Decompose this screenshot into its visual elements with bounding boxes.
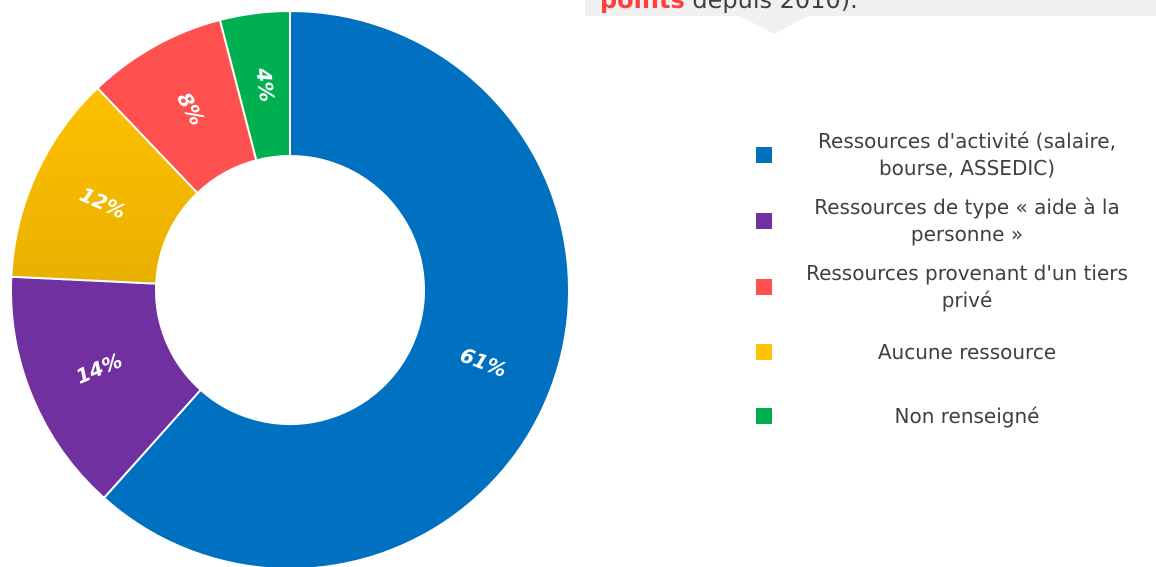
legend-swatch: [756, 147, 772, 163]
legend-item: Ressources d'activité (salaire, bourse, …: [756, 128, 1156, 182]
legend-label: Non renseigné: [894, 403, 1040, 428]
legend-label: Aucune ressource: [877, 339, 1057, 364]
legend: Ressources d'activité (salaire, bourse, …: [756, 128, 1156, 454]
callout-text: points depuis 2010).: [600, 0, 858, 14]
legend-item: Non renseigné: [756, 390, 1156, 442]
legend-label: Ressources provenant d'un tiers privé: [806, 261, 1128, 312]
callout-rest: depuis 2010).: [692, 0, 858, 14]
donut-segment: [102, 9, 570, 567]
legend-label: Ressources de type « aide à la personne …: [814, 195, 1120, 246]
donut-segment: [10, 86, 199, 285]
callout-box: [585, 0, 1156, 16]
callout-pointer: [740, 16, 808, 34]
legend-swatch: [756, 213, 772, 229]
legend-swatch: [756, 279, 772, 295]
donut-segment: [10, 275, 203, 500]
chart: 61%14%12%8%4%: [10, 9, 570, 567]
legend-swatch: [756, 344, 772, 360]
donut-segment: [218, 9, 291, 162]
legend-item: Aucune ressource: [756, 326, 1156, 378]
legend-item: Ressources de type « aide à la personne …: [756, 194, 1156, 248]
data-label: 4%: [251, 66, 279, 104]
legend-label: Ressources d'activité (salaire, bourse, …: [818, 129, 1116, 180]
legend-swatch: [756, 408, 772, 424]
legend-item: Ressources provenant d'un tiers privé: [756, 260, 1156, 314]
callout-highlight: points: [600, 0, 685, 14]
